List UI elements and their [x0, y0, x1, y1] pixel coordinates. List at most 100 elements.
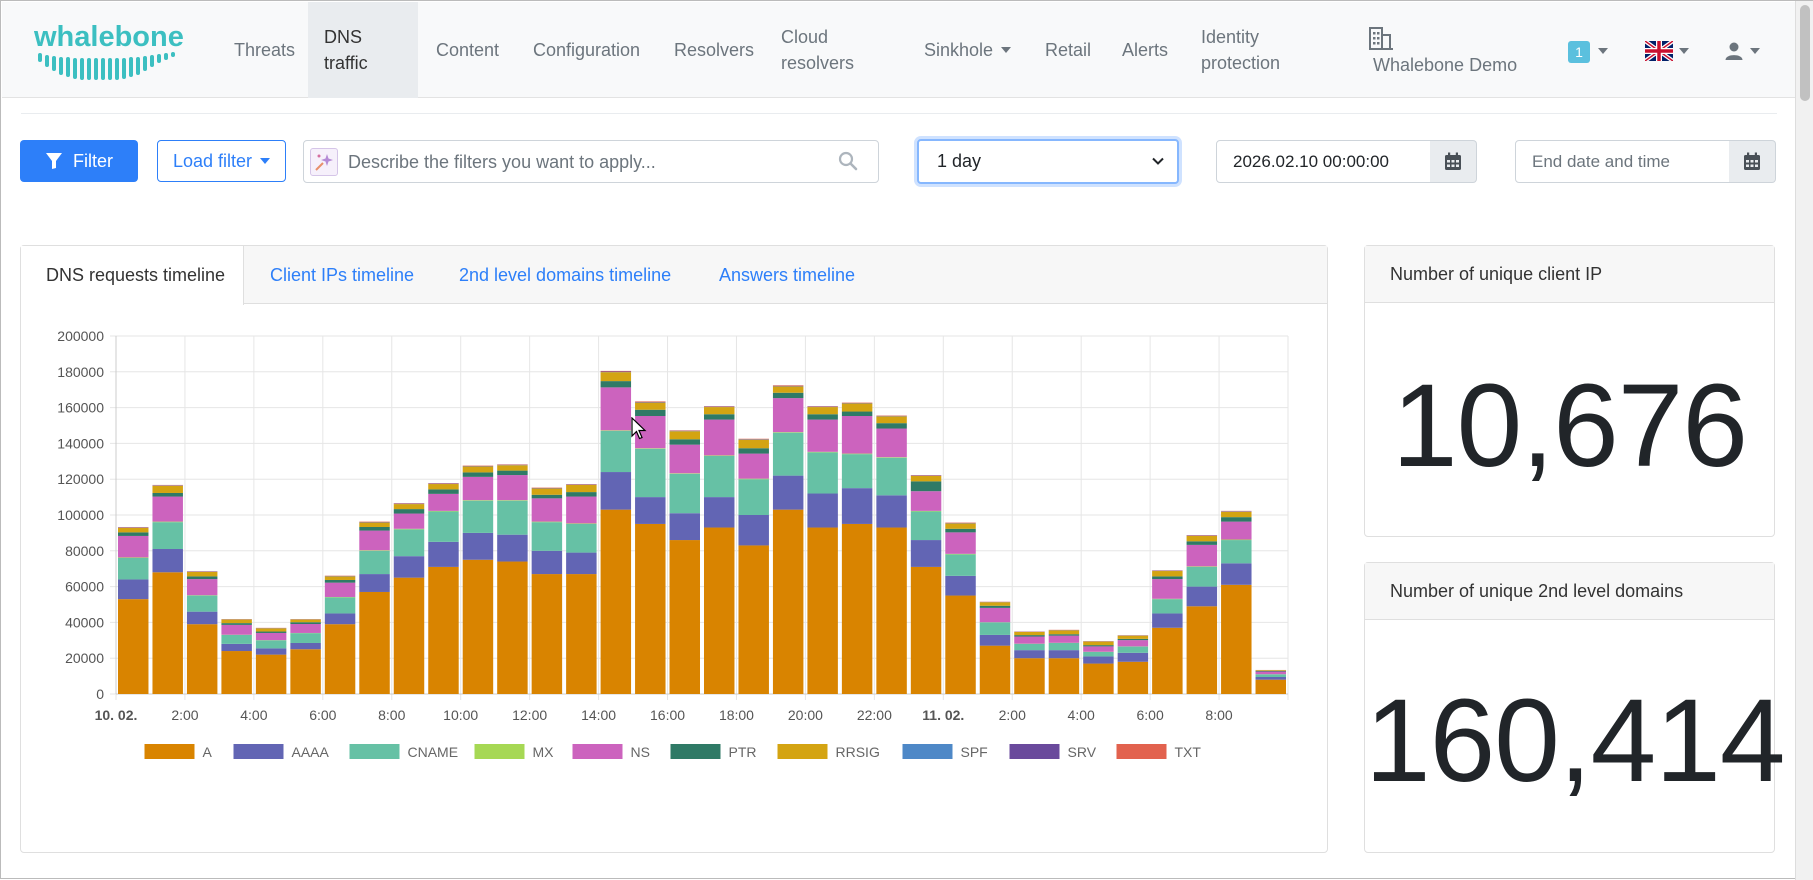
bar-segment-rrsig[interactable] — [118, 528, 148, 532]
bar-segment-a[interactable] — [1152, 628, 1182, 694]
bar-segment-ptr[interactable] — [1187, 541, 1217, 545]
bar-segment-ptr[interactable] — [842, 412, 872, 416]
legend-swatch[interactable] — [903, 744, 953, 759]
notifications-chevron-icon[interactable] — [1598, 48, 1608, 54]
bar-segment-txt[interactable] — [773, 385, 803, 386]
bar-segment-ptr[interactable] — [670, 439, 700, 444]
bar-segment-aaaa[interactable] — [773, 476, 803, 510]
load-filter-button[interactable]: Load filter — [157, 140, 286, 182]
bar-segment-mx[interactable] — [842, 454, 872, 455]
nav-configuration[interactable]: Configuration — [533, 2, 640, 98]
bar-segment-ns[interactable] — [221, 625, 251, 635]
language-selector[interactable] — [1645, 40, 1691, 62]
bar-segment-cname[interactable] — [566, 524, 596, 553]
bar-segment-ns[interactable] — [290, 624, 320, 633]
nav-alerts[interactable]: Alerts — [1122, 2, 1168, 98]
bar-segment-cname[interactable] — [1221, 540, 1251, 563]
bar-segment-a[interactable] — [290, 649, 320, 694]
sparkle-icon[interactable] — [310, 148, 338, 176]
bar-segment-aaaa[interactable] — [807, 494, 837, 528]
bar-segment-a[interactable] — [945, 596, 975, 694]
bar-segment-aaaa[interactable] — [394, 556, 424, 577]
bar-segment-ptr[interactable] — [635, 410, 665, 416]
bar-segment-a[interactable] — [428, 567, 458, 694]
bar-segment-a[interactable] — [980, 646, 1010, 694]
bar-segment-cname[interactable] — [394, 529, 424, 556]
bar-segment-mx[interactable] — [1187, 566, 1217, 567]
tab-answers-timeline[interactable]: Answers timeline — [719, 246, 855, 304]
bar-segment-aaaa[interactable] — [290, 643, 320, 649]
bar-segment-rrsig[interactable] — [1221, 512, 1251, 517]
bar-segment-aaaa[interactable] — [221, 644, 251, 651]
bar-segment-ns[interactable] — [738, 454, 768, 479]
user-menu[interactable] — [1724, 40, 1764, 62]
bar-segment-ns[interactable] — [1221, 522, 1251, 540]
bar-segment-cname[interactable] — [1083, 652, 1113, 656]
nav-retail[interactable]: Retail — [1045, 2, 1091, 98]
bar-segment-cname[interactable] — [1256, 674, 1286, 677]
bar-segment-ptr[interactable] — [463, 472, 493, 476]
bar-segment-txt[interactable] — [635, 401, 665, 402]
bar-segment-a[interactable] — [1118, 662, 1148, 694]
bar-segment-ptr[interactable] — [566, 492, 596, 496]
bar-segment-cname[interactable] — [1049, 643, 1079, 650]
start-date-input[interactable]: 2026.02.10 00:00:00 — [1216, 140, 1431, 183]
bar-segment-ptr[interactable] — [1083, 645, 1113, 646]
legend-label[interactable]: SRV — [1068, 744, 1097, 760]
legend-label[interactable]: SPF — [961, 744, 988, 760]
bar-segment-ptr[interactable] — [1049, 634, 1079, 635]
legend-swatch[interactable] — [573, 744, 623, 759]
bar-segment-cname[interactable] — [670, 474, 700, 513]
bar-segment-rrsig[interactable] — [290, 620, 320, 623]
end-date-input[interactable]: End date and time — [1515, 140, 1730, 183]
bar-segment-rrsig[interactable] — [1256, 670, 1286, 671]
bar-segment-mx[interactable] — [394, 529, 424, 530]
bar-segment-rrsig[interactable] — [1152, 571, 1182, 576]
bar-segment-ptr[interactable] — [428, 489, 458, 493]
legend-swatch[interactable] — [350, 744, 400, 759]
bar-segment-rrsig[interactable] — [463, 466, 493, 472]
bar-segment-a[interactable] — [807, 528, 837, 694]
bar-segment-rrsig[interactable] — [256, 628, 286, 631]
bar-segment-rrsig[interactable] — [704, 407, 734, 414]
bar-segment-aaaa[interactable] — [876, 495, 906, 527]
bar-segment-cname[interactable] — [1014, 644, 1044, 650]
bar-segment-rrsig[interactable] — [670, 431, 700, 439]
bar-segment-ns[interactable] — [807, 420, 837, 452]
bar-segment-a[interactable] — [601, 510, 631, 694]
bar-segment-rrsig[interactable] — [1014, 632, 1044, 635]
bar-segment-ns[interactable] — [842, 416, 872, 454]
bar-segment-ns[interactable] — [773, 398, 803, 432]
ai-filter-input[interactable] — [348, 147, 828, 177]
page-scrollbar[interactable] — [1795, 1, 1813, 880]
bar-segment-aaaa[interactable] — [1083, 656, 1113, 663]
bar-segment-ptr[interactable] — [359, 527, 389, 531]
bar-segment-cname[interactable] — [704, 456, 734, 497]
legend-label[interactable]: NS — [631, 744, 650, 760]
bar-segment-aaaa[interactable] — [359, 574, 389, 592]
bar-segment-mx[interactable] — [118, 557, 148, 558]
bar-segment-ns[interactable] — [1187, 545, 1217, 566]
bar-segment-ptr[interactable] — [704, 414, 734, 419]
bar-segment-rrsig[interactable] — [221, 620, 251, 624]
bar-segment-ptr[interactable] — [532, 495, 562, 499]
bar-segment-ns[interactable] — [359, 531, 389, 551]
bar-segment-aaaa[interactable] — [980, 635, 1010, 646]
bar-segment-ptr[interactable] — [945, 529, 975, 533]
tab-client-ips-timeline[interactable]: Client IPs timeline — [270, 246, 414, 304]
start-date-calendar-button[interactable] — [1430, 140, 1477, 183]
bar-segment-ptr[interactable] — [911, 481, 941, 491]
bar-segment-aaaa[interactable] — [842, 488, 872, 524]
bar-segment-mx[interactable] — [566, 523, 596, 524]
bar-segment-aaaa[interactable] — [601, 472, 631, 510]
bar-segment-cname[interactable] — [428, 511, 458, 541]
end-date-calendar-button[interactable] — [1729, 140, 1776, 183]
bar-segment-ns[interactable] — [980, 608, 1010, 622]
bar-segment-aaaa[interactable] — [325, 613, 355, 624]
bar-segment-a[interactable] — [359, 592, 389, 694]
legend-swatch[interactable] — [778, 744, 828, 759]
bar-segment-mx[interactable] — [738, 479, 768, 480]
bar-segment-ns[interactable] — [1083, 646, 1113, 651]
bar-segment-a[interactable] — [394, 578, 424, 694]
